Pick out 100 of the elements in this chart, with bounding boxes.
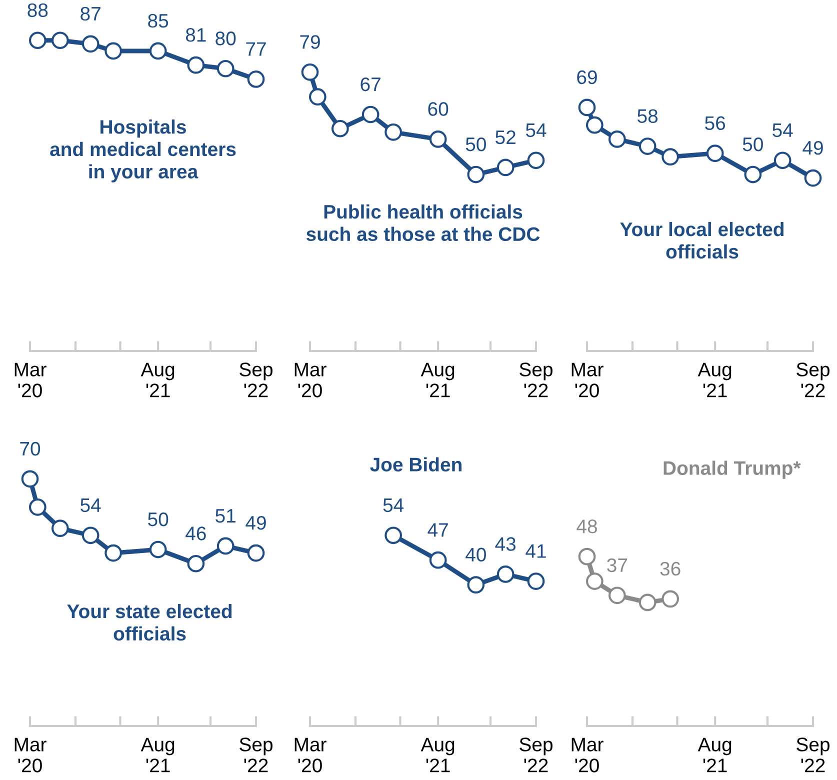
point: [362, 106, 380, 124]
data-label: 37: [607, 558, 628, 572]
point: [149, 540, 167, 558]
data-label: 67: [360, 77, 380, 92]
text: Your local elected officials: [620, 222, 784, 259]
x-tick-label: Mar '20: [14, 362, 46, 398]
data-label: 80: [216, 32, 236, 46]
point: [429, 551, 447, 569]
data-label: 48: [576, 520, 597, 534]
point: [608, 130, 626, 148]
data-label: 52: [496, 130, 516, 144]
point: [51, 32, 69, 50]
point: [308, 88, 326, 106]
point: [527, 572, 545, 590]
point: [216, 60, 234, 78]
data-label: 41: [526, 544, 546, 558]
data-label: 36: [660, 562, 680, 576]
data-label: 40: [466, 548, 486, 562]
data-label: 54: [383, 498, 404, 512]
x-tick-label: Mar '20: [572, 362, 604, 398]
data-label: 70: [20, 442, 40, 456]
data-label: 69: [577, 70, 597, 84]
point: [28, 32, 46, 50]
point: [467, 576, 485, 594]
x-tick-label: Aug '21: [420, 738, 454, 772]
point: [496, 566, 514, 583]
data-label: 54: [80, 498, 101, 512]
point: [578, 98, 596, 116]
data-label: 50: [148, 512, 168, 526]
point: [429, 130, 447, 148]
point: [804, 169, 822, 187]
data-label: 81: [186, 28, 206, 42]
data-label: 50: [742, 137, 763, 152]
x-tick-label: Aug '21: [698, 738, 732, 772]
x-tick-label: Sep '22: [796, 738, 830, 772]
point: [104, 544, 122, 562]
point: [51, 520, 69, 538]
text: Hospitals and medical centers in your area: [50, 120, 236, 182]
point: [662, 590, 680, 608]
x-tick-label: Mar '20: [294, 738, 326, 772]
point: [28, 498, 46, 516]
x-tick-label: Aug '21: [420, 362, 454, 398]
point: [187, 56, 205, 74]
point: [496, 158, 514, 176]
data-label: 51: [216, 509, 236, 523]
point: [149, 42, 167, 60]
point: [527, 152, 545, 170]
x-tick-label: Mar '20: [14, 738, 46, 772]
x-tick-label: Aug '21: [140, 738, 174, 772]
x-tick-label: Sep '22: [520, 738, 552, 772]
data-label: 85: [148, 14, 168, 28]
point: [744, 166, 762, 184]
data-label: 77: [246, 42, 266, 56]
x-tick-label: Mar '20: [572, 738, 604, 772]
text: Your state elected officials: [67, 604, 232, 641]
data-label: 49: [246, 516, 266, 530]
text: Public health officials such as those at the CDC: [306, 204, 540, 242]
point: [608, 586, 626, 604]
point: [247, 544, 265, 562]
point: [82, 35, 100, 53]
x-tick-label: Aug '21: [140, 362, 174, 398]
point: [331, 120, 349, 138]
point: [82, 526, 100, 544]
point: [247, 70, 265, 88]
x-tick-label: Sep '22: [796, 362, 830, 398]
chart-title: Joe Biden: [370, 457, 462, 472]
point: [662, 148, 680, 166]
point: [21, 470, 39, 488]
data-label: 87: [80, 6, 100, 21]
point: [638, 138, 656, 155]
x-tick-label: Aug '21: [698, 362, 732, 398]
data-label: 56: [705, 116, 726, 130]
point: [774, 152, 792, 170]
point: [216, 537, 234, 555]
data-label: 47: [428, 523, 448, 537]
data-label: 46: [186, 526, 206, 540]
point: [586, 116, 604, 134]
chart-title: Donald Trump*: [664, 460, 801, 479]
data-label: 79: [300, 35, 320, 49]
data-label: 43: [495, 537, 516, 551]
data-label: 60: [428, 102, 448, 116]
point: [384, 123, 402, 141]
data-label: 54: [526, 124, 546, 138]
point: [384, 526, 402, 544]
data-label: 50: [466, 137, 486, 152]
x-tick-label: Sep '22: [520, 362, 552, 398]
point: [104, 42, 122, 60]
point: [301, 63, 319, 81]
data-label: 49: [802, 140, 823, 155]
point: [586, 572, 604, 590]
x-tick-label: Sep '22: [240, 738, 272, 772]
data-label: 88: [28, 3, 48, 18]
data-label: 54: [772, 124, 793, 138]
point: [706, 144, 724, 162]
point: [638, 594, 656, 612]
x-tick-label: Sep '22: [240, 362, 272, 398]
point: [467, 166, 485, 184]
x-tick-label: Mar '20: [294, 362, 326, 398]
point: [578, 548, 596, 566]
point: [187, 554, 205, 572]
